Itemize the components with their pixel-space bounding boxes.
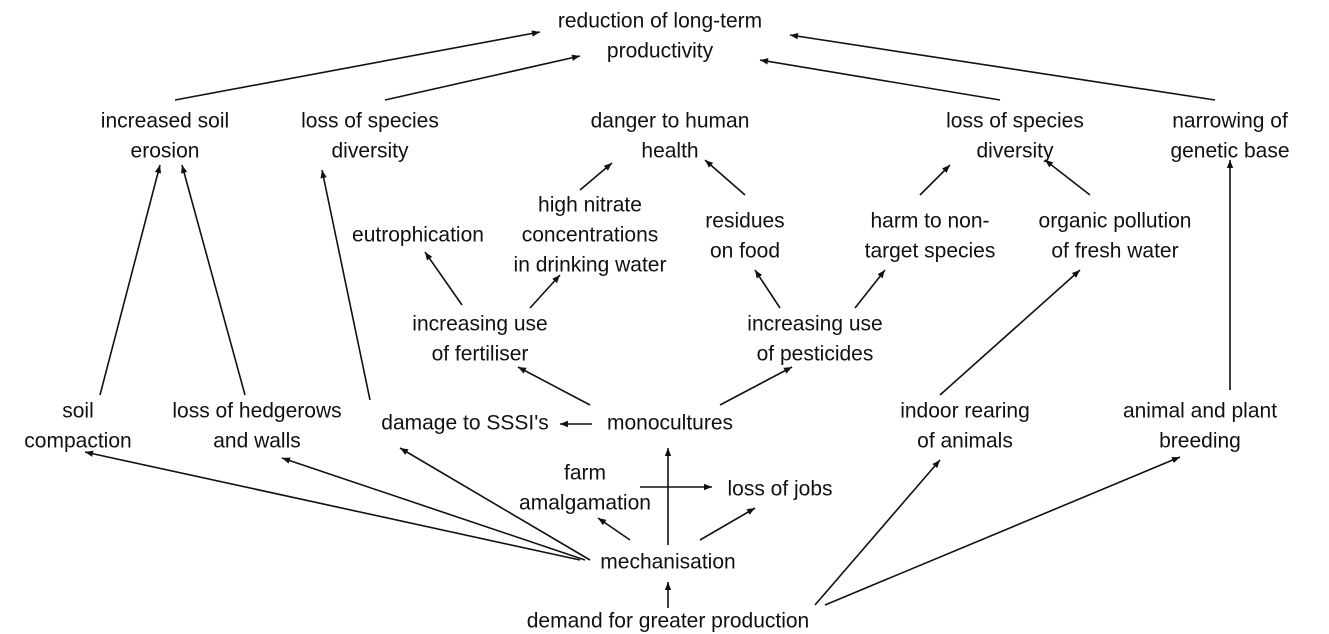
node-label: residues [705, 210, 784, 233]
node-label: and walls [213, 430, 301, 453]
node-label: damage to SSSI's [381, 412, 548, 435]
node-label: compaction [24, 430, 131, 453]
node-label: reduction of long-term [558, 10, 762, 33]
arrow [384, 54, 581, 101]
node-label: genetic base [1170, 140, 1289, 163]
node-label: of fertiliser [432, 343, 529, 366]
arrow [181, 164, 246, 396]
arrow [99, 164, 162, 396]
arrow [529, 274, 561, 309]
node-label: productivity [607, 40, 714, 63]
node-label: of animals [917, 430, 1013, 453]
arrow [754, 269, 781, 309]
arrow [174, 30, 541, 101]
arrow [704, 159, 746, 196]
node-label: animal and plant [1123, 400, 1277, 423]
node-label: in drinking water [514, 254, 667, 277]
node-label: of fresh water [1051, 240, 1178, 263]
arrow [789, 33, 1216, 101]
node-label: of pesticides [757, 343, 874, 366]
node-label: demand for greater production [527, 610, 810, 633]
arrow [939, 269, 1081, 396]
node-label: high nitrate [538, 194, 642, 217]
arrow [1044, 159, 1091, 196]
arrow [824, 456, 1181, 606]
node-label: increased soil [101, 110, 229, 133]
arrow [424, 251, 463, 306]
node-label: farm [564, 462, 606, 485]
node-label: breeding [1159, 430, 1241, 453]
node-label: health [641, 140, 698, 163]
arrow [854, 269, 886, 309]
node-label: target species [865, 240, 996, 263]
arrow [719, 366, 793, 406]
node-label: loss of species [301, 110, 439, 133]
arrow [281, 457, 586, 561]
arrow [320, 169, 371, 401]
node-label: diversity [331, 140, 409, 163]
node-label: organic pollution [1039, 210, 1192, 233]
node-label: increasing use [747, 313, 882, 336]
node-label: diversity [976, 140, 1054, 163]
node-label: loss of hedgerows [172, 400, 341, 423]
node-label: eutrophication [352, 224, 484, 247]
node-label: loss of jobs [727, 478, 832, 501]
node-label: indoor rearing [900, 400, 1030, 423]
arrow [919, 164, 951, 196]
node-label: erosion [131, 140, 200, 163]
arrow [84, 450, 581, 561]
node-label: danger to human [591, 110, 750, 133]
node-label: on food [710, 240, 780, 263]
node-label: amalgamation [519, 492, 651, 515]
node-label: loss of species [946, 110, 1084, 133]
node-label: increasing use [412, 313, 547, 336]
arrow [579, 162, 613, 191]
node-label: soil [62, 400, 94, 423]
node-label: concentrations [522, 224, 659, 247]
node-label: harm to non- [870, 210, 989, 233]
node-label: monocultures [607, 412, 733, 435]
node-label: narrowing of [1172, 110, 1288, 133]
arrow [759, 58, 1001, 101]
arrow [699, 507, 756, 541]
node-label: mechanisation [600, 551, 735, 574]
arrow [399, 447, 591, 561]
arrow [597, 517, 631, 541]
arrow [814, 459, 941, 606]
arrow [517, 366, 591, 406]
